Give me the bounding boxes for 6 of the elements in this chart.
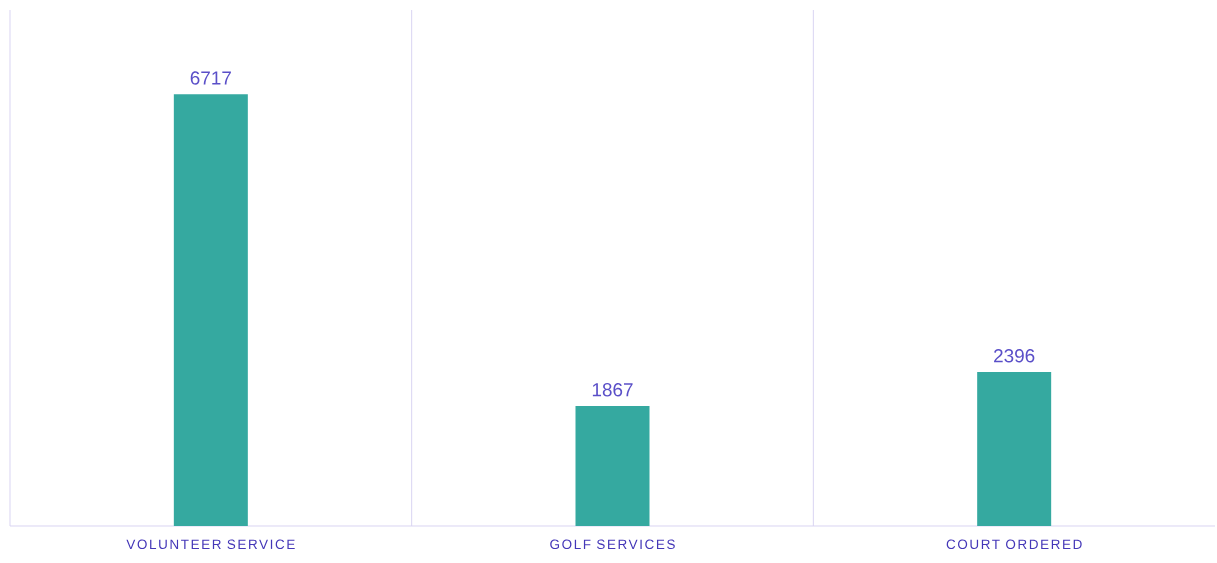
data-label: 1867 (592, 383, 633, 397)
x-tick-label: COURT ORDERED (946, 539, 1082, 550)
x-tick-label: GOLF SERVICES (550, 539, 675, 550)
x-tick-label: VOLUNTEER SERVICE (126, 539, 295, 550)
data-label: 6717 (190, 71, 231, 85)
data-label: 2396 (994, 349, 1035, 363)
